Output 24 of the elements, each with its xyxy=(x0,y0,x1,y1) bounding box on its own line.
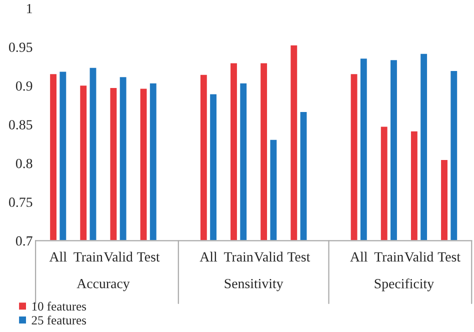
x-tick-label: Train xyxy=(374,252,404,262)
x-tick-label: Valid xyxy=(254,252,284,262)
y-tick-label: 0.8 xyxy=(16,158,32,168)
legend-label: 10 features xyxy=(32,302,86,311)
x-tick-label: Test xyxy=(438,252,460,262)
text: Accuracy xyxy=(76,278,130,292)
y-tick-label: 0.85 xyxy=(8,120,32,130)
y-tick-label: 1 xyxy=(27,4,32,14)
x-tick-label: Train xyxy=(224,252,254,262)
y-tick-label: 0.95 xyxy=(8,42,32,52)
x-tick-label: Train xyxy=(74,252,103,262)
text: Specificity xyxy=(374,278,434,292)
x-tick-label: All xyxy=(350,252,368,262)
x-tick-label: Valid xyxy=(104,252,133,262)
y-tick-label: 0.7 xyxy=(16,236,32,246)
legend-label: 25 features xyxy=(32,316,86,325)
x-tick-label: All xyxy=(200,252,218,262)
x-tick-label: Test xyxy=(287,252,310,262)
x-tick-label: Valid xyxy=(404,252,434,262)
text: Sensitivity xyxy=(224,278,284,292)
y-tick-label: 0.75 xyxy=(8,198,32,207)
x-tick-label: All xyxy=(49,252,67,262)
y-tick-label: 0.9 xyxy=(16,81,32,91)
x-tick-label: Test xyxy=(137,252,160,262)
